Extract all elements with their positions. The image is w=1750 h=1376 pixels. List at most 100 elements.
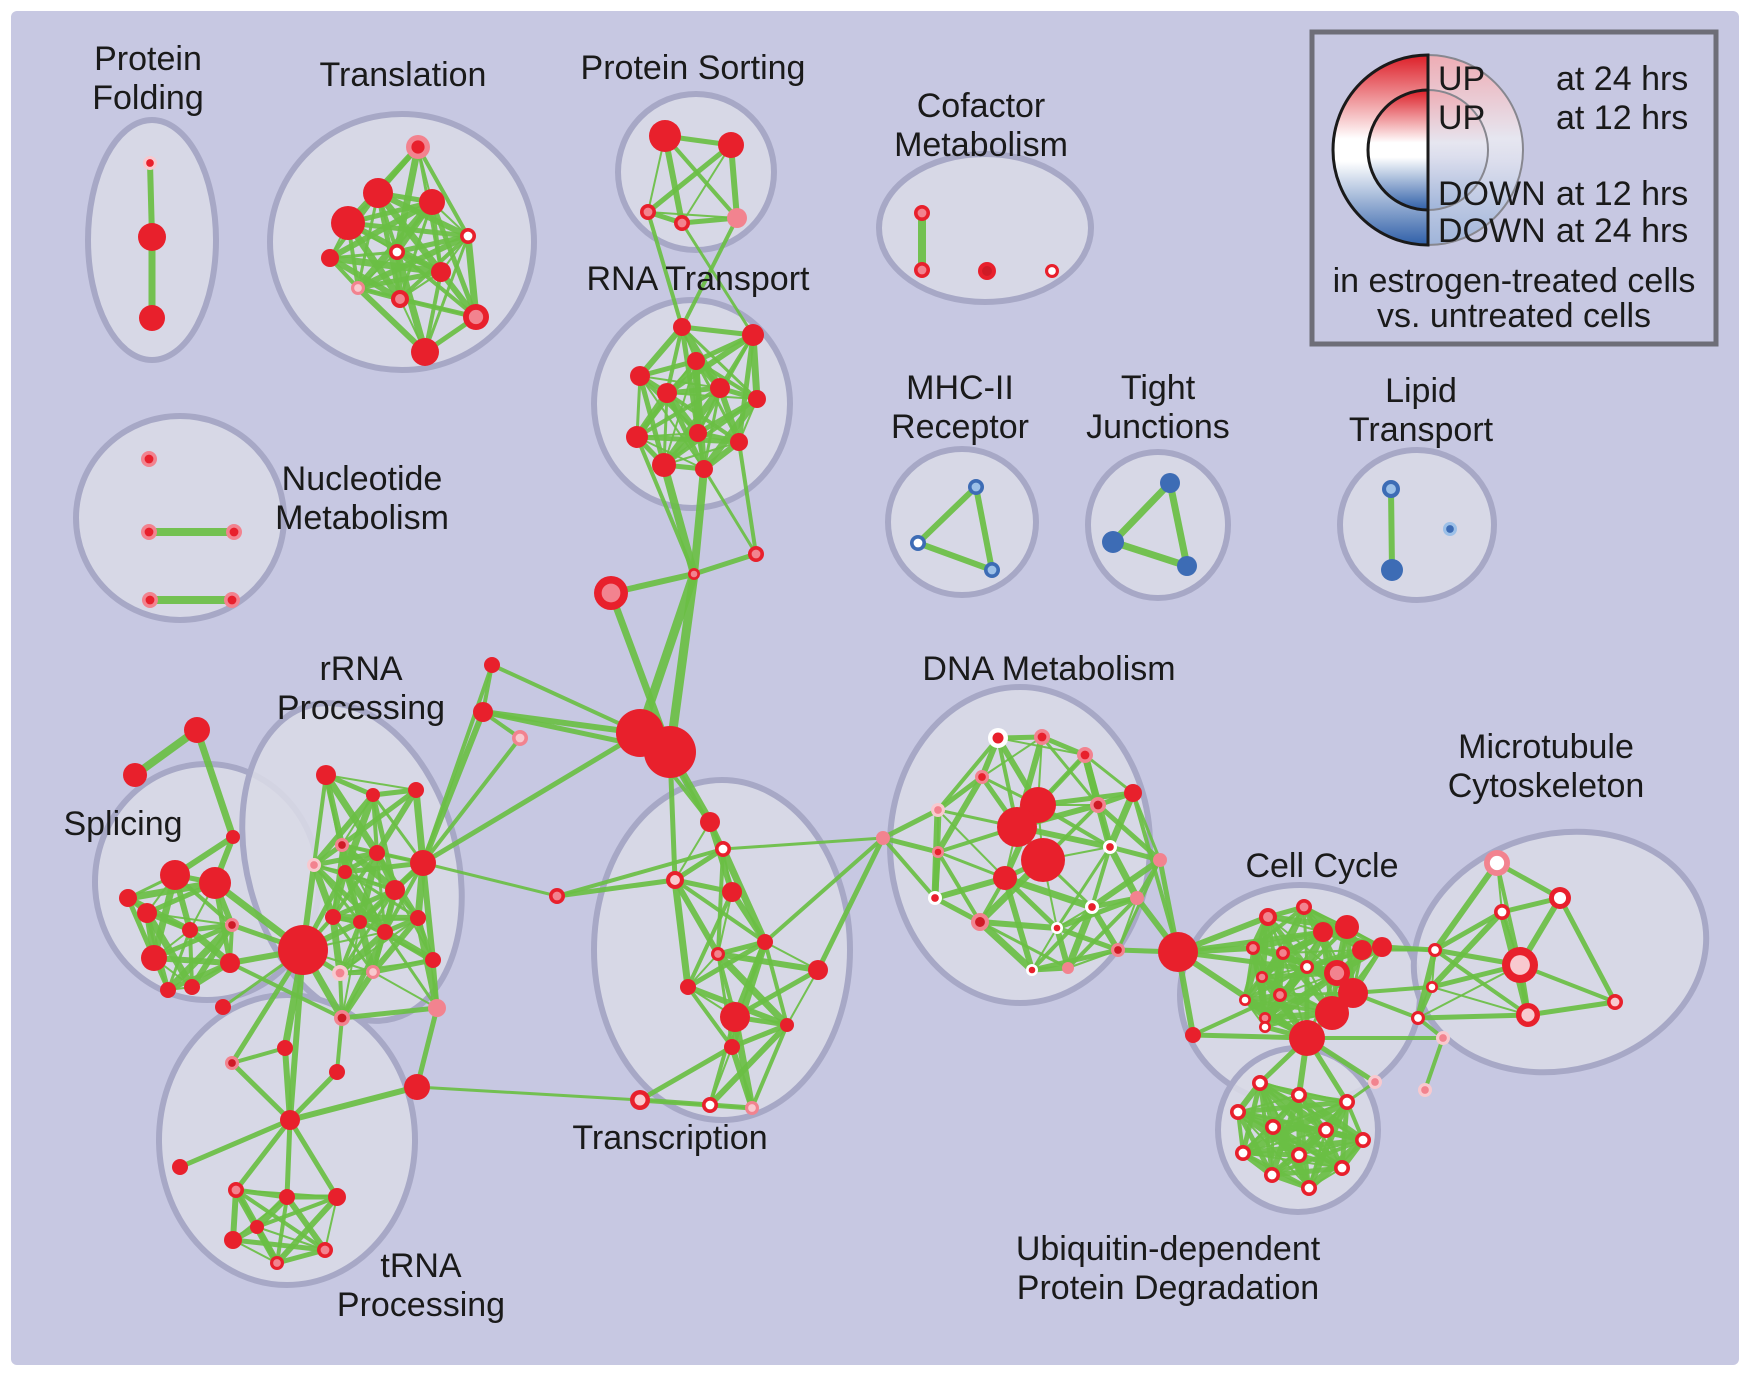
network-node-inner-disc: [1028, 966, 1036, 974]
network-node-inner-disc: [1263, 912, 1273, 922]
legend-row-time: at 24 hrs: [1556, 212, 1688, 250]
network-edge: [973, 484, 995, 573]
network-node-outer-ring: [321, 249, 339, 267]
network-node-inner-disc: [231, 1185, 241, 1195]
network-node-outer-ring: [419, 189, 445, 215]
network-node-outer-ring: [1335, 915, 1359, 939]
network-node-outer-ring: [1062, 962, 1074, 974]
network-node-outer-ring: [722, 882, 742, 902]
network-node-outer-ring: [1153, 853, 1167, 867]
network-node-inner-disc: [1299, 902, 1309, 912]
network-node-inner-disc: [144, 527, 154, 537]
network-node-inner-disc: [1233, 1107, 1243, 1117]
network-edge: [708, 1015, 737, 1107]
network-edge: [1190, 1032, 1310, 1041]
network-node-inner-disc: [1261, 1023, 1269, 1031]
network-node-outer-ring: [626, 426, 648, 448]
cluster-label-protein-folding: Folding: [92, 79, 204, 117]
network-edge: [936, 736, 1000, 812]
network-edge: [339, 787, 419, 848]
network-edge: [287, 947, 306, 1123]
network-node-outer-ring: [369, 845, 385, 861]
cluster-label-splicing: Splicing: [63, 805, 182, 843]
network-edge: [1243, 946, 1255, 1002]
network-node-inner-disc: [601, 583, 621, 603]
network-node-inner-disc: [1048, 267, 1056, 275]
network-edge: [1415, 1012, 1531, 1021]
network-node-inner-disc: [335, 968, 345, 978]
network-node-outer-ring: [1177, 556, 1197, 576]
network-edge: [1054, 895, 1140, 931]
network-node-outer-ring: [329, 1064, 345, 1080]
network-edge: [674, 821, 711, 881]
network-edge: [326, 254, 445, 276]
network-node-outer-ring: [1289, 1020, 1325, 1056]
network-node-outer-ring: [649, 120, 681, 152]
network-node-outer-ring: [141, 945, 167, 971]
network-node-outer-ring: [316, 765, 336, 785]
network-node-inner-disc: [1276, 991, 1284, 999]
network-node-outer-ring: [224, 1231, 242, 1249]
network-edge: [420, 709, 486, 866]
network-edge: [663, 441, 740, 466]
network-node-outer-ring: [226, 830, 240, 844]
network-node-outer-ring: [184, 717, 210, 743]
network-node-outer-ring: [808, 960, 828, 980]
cluster-label-cofactor-metabolism: Cofactor: [917, 87, 1046, 125]
network-node-outer-ring: [184, 979, 200, 995]
network-node-inner-disc: [1421, 1086, 1429, 1094]
network-node-inner-disc: [552, 891, 562, 901]
network-node-inner-disc: [463, 231, 473, 241]
network-edge: [342, 860, 426, 875]
network-edge: [233, 1117, 293, 1193]
network-edge: [932, 875, 1008, 901]
network-node-inner-disc: [992, 732, 1004, 744]
network-node-inner-disc: [354, 284, 362, 292]
network-node-outer-ring: [172, 1159, 188, 1175]
network-node-outer-ring: [1185, 1027, 1201, 1043]
network-edge: [1525, 999, 1618, 1018]
network-node-outer-ring: [695, 460, 713, 478]
legend-box: [1309, 29, 1719, 347]
network-node-inner-disc: [1610, 997, 1620, 1007]
network-node-outer-ring: [644, 726, 696, 778]
network-edge: [420, 860, 436, 963]
legend-row-time: at 12 hrs: [1556, 175, 1688, 213]
network-node-outer-ring: [484, 657, 500, 673]
network-edge: [671, 876, 692, 991]
network-edge: [977, 919, 1060, 931]
network-node-outer-ring: [1124, 784, 1142, 802]
network-edge: [1282, 949, 1363, 954]
cluster-boundary-microtubule-cytoskeleton: [1410, 828, 1710, 1076]
network-node-inner-disc: [1238, 1148, 1248, 1158]
network-node-outer-ring: [123, 763, 147, 787]
network-node-inner-disc: [1337, 1163, 1347, 1173]
network-node-inner-disc: [1386, 484, 1396, 494]
network-edge: [311, 792, 376, 868]
network-node-outer-ring: [428, 999, 446, 1017]
network-edge: [371, 793, 425, 865]
network-node-outer-ring: [710, 378, 730, 398]
network-edge: [1109, 538, 1191, 570]
network-edge: [1265, 914, 1350, 930]
network-node-inner-disc: [677, 218, 687, 228]
network-edge: [702, 467, 758, 556]
network-edge: [815, 835, 886, 973]
network-edge: [330, 887, 398, 920]
network-edge: [355, 285, 428, 355]
network-node-outer-ring: [250, 1220, 264, 1234]
network-edge: [275, 1195, 289, 1265]
network-node-outer-ring: [277, 1040, 293, 1056]
network-node-outer-ring: [160, 860, 190, 890]
network-edge: [312, 773, 328, 867]
network-edge: [673, 878, 767, 944]
cluster-label-microtubule-cytoskeleton: Microtubule: [1458, 728, 1634, 766]
network-node-outer-ring: [280, 1110, 300, 1130]
network-node-inner-disc: [515, 733, 525, 743]
network-edge: [680, 216, 739, 329]
network-edge: [415, 1085, 642, 1102]
network-node-inner-disc: [670, 875, 680, 885]
network-edge: [637, 1044, 735, 1103]
cluster-label-nucleotide-metabolism: Metabolism: [275, 499, 449, 537]
